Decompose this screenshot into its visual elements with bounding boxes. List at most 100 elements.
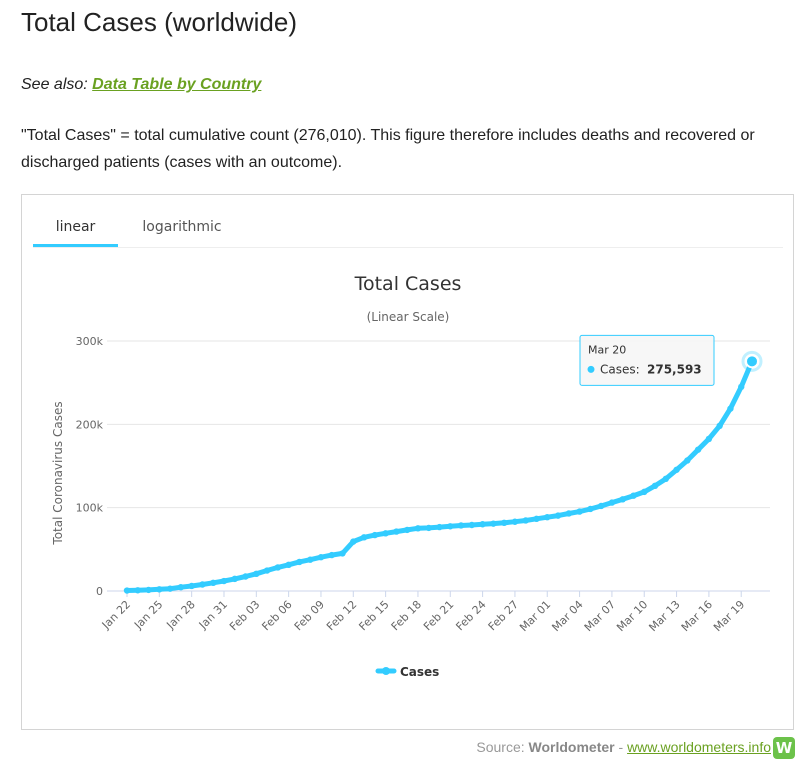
- chart-subtitle: (Linear Scale): [367, 310, 450, 324]
- x-tick-label: Feb 06: [259, 598, 294, 633]
- data-point: [306, 556, 314, 563]
- data-point: [522, 517, 529, 524]
- data-point: [296, 558, 303, 566]
- data-point: [156, 586, 163, 593]
- y-tick-label: 200k: [76, 418, 104, 431]
- x-tick-label: Mar 19: [711, 598, 747, 634]
- tooltip-label: Cases:: [600, 362, 640, 376]
- data-point: [716, 422, 723, 430]
- data-point: [328, 551, 335, 559]
- data-point: [274, 564, 282, 571]
- data-point: [479, 521, 486, 528]
- chart-container: linear logarithmic Total Cases (Linear Sc…: [21, 194, 794, 730]
- data-point: [393, 528, 400, 535]
- tab-linear[interactable]: linear: [33, 209, 118, 247]
- data-point: [597, 502, 605, 510]
- data-point: [544, 513, 551, 521]
- data-point: [651, 482, 659, 490]
- data-point: [554, 512, 562, 519]
- data-point: [662, 475, 669, 483]
- x-tick-label: Mar 16: [679, 598, 715, 634]
- tooltip-value: 275,593: [647, 362, 702, 376]
- data-point: [220, 577, 228, 585]
- data-point: [694, 446, 702, 453]
- data-point: [436, 523, 443, 531]
- tooltip-series-marker: [587, 365, 595, 373]
- y-tick-label: 300k: [76, 335, 104, 348]
- data-point: [630, 492, 637, 499]
- x-tick-label: Feb 21: [421, 598, 456, 633]
- data-point-halo: [741, 350, 763, 372]
- description-text: "Total Cases" = total cumulative count (…: [21, 127, 755, 171]
- x-tick-label: Feb 15: [356, 598, 391, 633]
- data-point: [738, 383, 745, 391]
- worldometer-logo-icon: W: [773, 737, 795, 759]
- data-point: [403, 526, 411, 534]
- page-title: Total Cases (worldwide): [21, 7, 297, 37]
- source-prefix: Source:: [476, 739, 525, 755]
- x-tick-label: Feb 12: [324, 598, 359, 633]
- data-point: [500, 519, 508, 527]
- x-tick-label: Feb 27: [486, 598, 521, 633]
- tab-logarithmic[interactable]: logarithmic: [142, 219, 222, 235]
- y-tick-label: 100k: [76, 502, 104, 515]
- data-point: [684, 457, 691, 464]
- y-tick-label: 0: [96, 585, 103, 598]
- x-tick-label: Feb 18: [389, 598, 424, 633]
- data-point: [414, 525, 422, 532]
- x-tick-label: Feb 03: [227, 598, 262, 633]
- data-point: [608, 499, 616, 506]
- x-tick-label: Jan 31: [196, 598, 230, 632]
- x-tick-label: Jan 25: [131, 598, 165, 632]
- data-point: [533, 515, 540, 523]
- legend-marker-cases: [382, 667, 390, 675]
- data-point: [263, 567, 271, 574]
- see-also-line: See also: Data Table by Country: [21, 76, 261, 94]
- data-point: [199, 581, 206, 588]
- tooltip-box: [579, 334, 715, 386]
- data-point: [619, 496, 626, 503]
- y-axis-label: Total Coronavirus Cases: [51, 401, 65, 545]
- data-table-link[interactable]: Data Table by Country: [92, 76, 262, 93]
- data-point: [727, 405, 734, 412]
- x-tick-label: Mar 04: [549, 598, 585, 634]
- data-point: [360, 534, 368, 541]
- chart-svg: Total Cases (Linear Scale) 0 100k 200k 300k To…: [51, 273, 770, 679]
- data-point: [231, 575, 238, 583]
- see-also-prefix: See also:: [21, 76, 88, 93]
- data-point: [457, 522, 465, 529]
- data-point: [468, 521, 476, 529]
- data-point: [210, 579, 217, 587]
- data-point: [447, 523, 454, 530]
- data-point: [285, 561, 292, 569]
- data-point: [339, 550, 346, 557]
- data-point: [350, 538, 357, 545]
- legend-label-cases: Cases: [400, 665, 439, 679]
- x-tick-label: Jan 28: [164, 598, 198, 632]
- data-point: [576, 508, 583, 515]
- x-tick-label: Mar 10: [614, 598, 650, 634]
- data-point-highlight: [745, 354, 759, 369]
- data-point: [565, 510, 573, 517]
- data-point: [317, 554, 325, 561]
- source-separator: -: [618, 739, 624, 755]
- source-link[interactable]: www.worldometers.info: [627, 739, 771, 755]
- data-point: [123, 587, 131, 594]
- data-point: [253, 570, 260, 578]
- series-line-cases: [124, 358, 755, 593]
- data-point: [490, 520, 497, 527]
- data-point: [641, 488, 648, 496]
- data-point: [371, 531, 379, 539]
- source-line: Source: Worldometer - www.worldometers.i…: [476, 739, 771, 755]
- data-point: [511, 518, 519, 525]
- x-tick-label: Mar 01: [517, 598, 553, 634]
- scale-tabs: linear logarithmic: [33, 209, 783, 248]
- x-tick-label: Mar 13: [646, 598, 682, 634]
- data-point: [673, 466, 680, 473]
- data-point: [166, 585, 174, 592]
- x-tick-label: Feb 24: [453, 598, 488, 633]
- chart-title: Total Cases: [354, 273, 462, 295]
- data-point: [382, 530, 389, 537]
- data-point: [705, 435, 713, 443]
- data-point: [242, 573, 249, 580]
